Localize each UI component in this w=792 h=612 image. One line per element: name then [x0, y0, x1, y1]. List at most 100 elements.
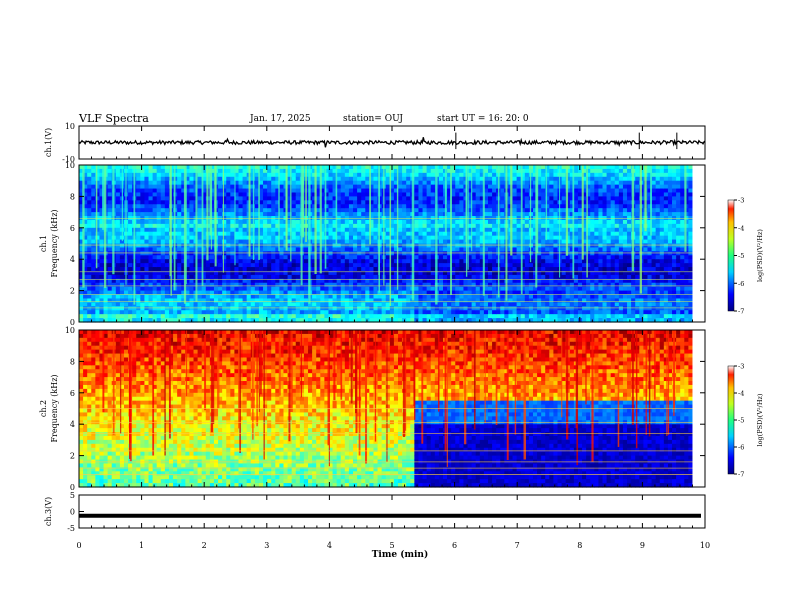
spectrogram-cell [471, 290, 477, 296]
spectrogram-cell [393, 255, 399, 260]
spectrogram-cell [271, 259, 276, 264]
spectrogram-cell [471, 212, 477, 217]
spectrogram-cell [218, 243, 223, 249]
spectrogram-cell [577, 208, 583, 213]
spectrogram-cell [79, 286, 84, 292]
spectrogram-cell [107, 274, 113, 280]
spectrogram-cell [414, 243, 420, 249]
spectrogram-cell [357, 310, 362, 315]
spectrogram-cell [218, 239, 223, 245]
spectrogram-cell [144, 219, 150, 225]
spectrogram-cell [365, 176, 370, 182]
spectrogram-cell [426, 180, 432, 186]
spectrogram-cell [181, 318, 186, 323]
spectrogram-cell [177, 176, 182, 182]
spectrogram-cell [160, 274, 166, 280]
spectrogram-cell [271, 310, 276, 315]
spectrogram-cell [573, 192, 579, 197]
spectrogram-cell [569, 255, 575, 260]
spectrogram-cell [406, 286, 411, 292]
spectrogram-cell [320, 282, 325, 288]
spectrogram-cell [569, 196, 575, 201]
spectrogram-cell [369, 165, 375, 170]
spectrogram-cell [119, 263, 125, 268]
spectrogram-cell [209, 231, 215, 237]
spectrogram-cell [569, 192, 575, 197]
spectrogram-cell [148, 286, 154, 292]
spectrogram-cell [582, 227, 587, 233]
spectrogram-cell [83, 306, 88, 311]
spectrogram-cell [500, 168, 505, 174]
spectrogram-cell [291, 200, 297, 205]
spectrogram-cell [553, 223, 559, 229]
spectrogram-cell [385, 318, 391, 323]
spectrogram-cell [434, 314, 440, 319]
spectrogram-cell [156, 192, 162, 197]
spectrogram-cell [414, 290, 420, 296]
spectrogram-cell [197, 255, 203, 260]
spectrogram-cell [406, 251, 411, 256]
spectrogram-cell [238, 231, 244, 237]
spectrogram-cell [483, 298, 489, 303]
spectrogram-cell [496, 306, 501, 311]
spectrogram-cell [398, 176, 403, 182]
spectrogram-cell [83, 212, 88, 217]
spectrogram-cell [402, 306, 407, 311]
spectrogram-cell [160, 239, 166, 245]
spectrogram-cell [398, 274, 403, 280]
spectrogram-cell [443, 282, 448, 288]
spectrogram-cell [279, 298, 285, 303]
spectrogram-cell [541, 274, 546, 280]
spectrogram-cell [242, 208, 248, 213]
spectrogram-cell [328, 251, 334, 256]
spectrogram-cell [91, 270, 96, 276]
spectrogram-cell [430, 192, 436, 197]
spectrogram-cell [393, 298, 399, 303]
spectrogram-cell [303, 243, 309, 249]
spectrogram-cell [348, 165, 354, 170]
spectrogram-cell [205, 274, 211, 280]
spectrogram-cell [438, 290, 444, 296]
spectrogram-cell [87, 204, 92, 209]
spectrogram-cell [438, 196, 444, 201]
spectrogram-cell [467, 165, 473, 170]
spectrogram-cell [189, 302, 195, 307]
y-axis-label: ch.1(V) [44, 128, 53, 157]
spectrogram-cell [426, 239, 432, 245]
spectrogram-cell [348, 294, 354, 300]
spectrogram-cell [258, 168, 264, 174]
spectrogram-cell [504, 302, 510, 307]
spectrogram-cell [455, 243, 460, 249]
spectrogram-cell [246, 286, 252, 292]
spectrogram-cell [549, 184, 555, 190]
spectrogram-cell [492, 168, 497, 174]
spectrogram-cell [332, 184, 338, 190]
spectrogram-cell [152, 243, 158, 249]
spectrogram-cell [209, 263, 215, 268]
spectrogram-cell [582, 219, 587, 225]
spectrogram-cell [238, 165, 244, 170]
spectrogram-cell [393, 310, 399, 315]
spectrogram-cell [79, 168, 84, 174]
spectrogram-cell [156, 318, 162, 323]
spectrogram-cell [201, 196, 207, 201]
spectrogram-cell [299, 310, 305, 315]
spectrogram-cell [279, 243, 285, 249]
spectrogram-cell [107, 259, 113, 264]
spectrogram-cell [479, 188, 485, 194]
spectrogram-cell [357, 259, 362, 264]
spectrogram-cell [426, 251, 432, 256]
spectrogram-cell [189, 278, 195, 284]
spectrogram-cell [140, 255, 146, 260]
spectrogram-cell [467, 263, 473, 268]
spectrogram-cell [524, 298, 530, 303]
spectrogram-cell [553, 172, 559, 178]
spectrogram-cell [201, 306, 207, 311]
spectrogram-cell [438, 239, 444, 245]
spectrogram-cell [168, 318, 174, 323]
spectrogram-cell [520, 314, 526, 319]
spectrogram-cell [238, 188, 244, 194]
spectrogram-cell [373, 172, 379, 178]
spectrogram-cell [271, 227, 276, 233]
spectrogram-cell [275, 267, 280, 272]
